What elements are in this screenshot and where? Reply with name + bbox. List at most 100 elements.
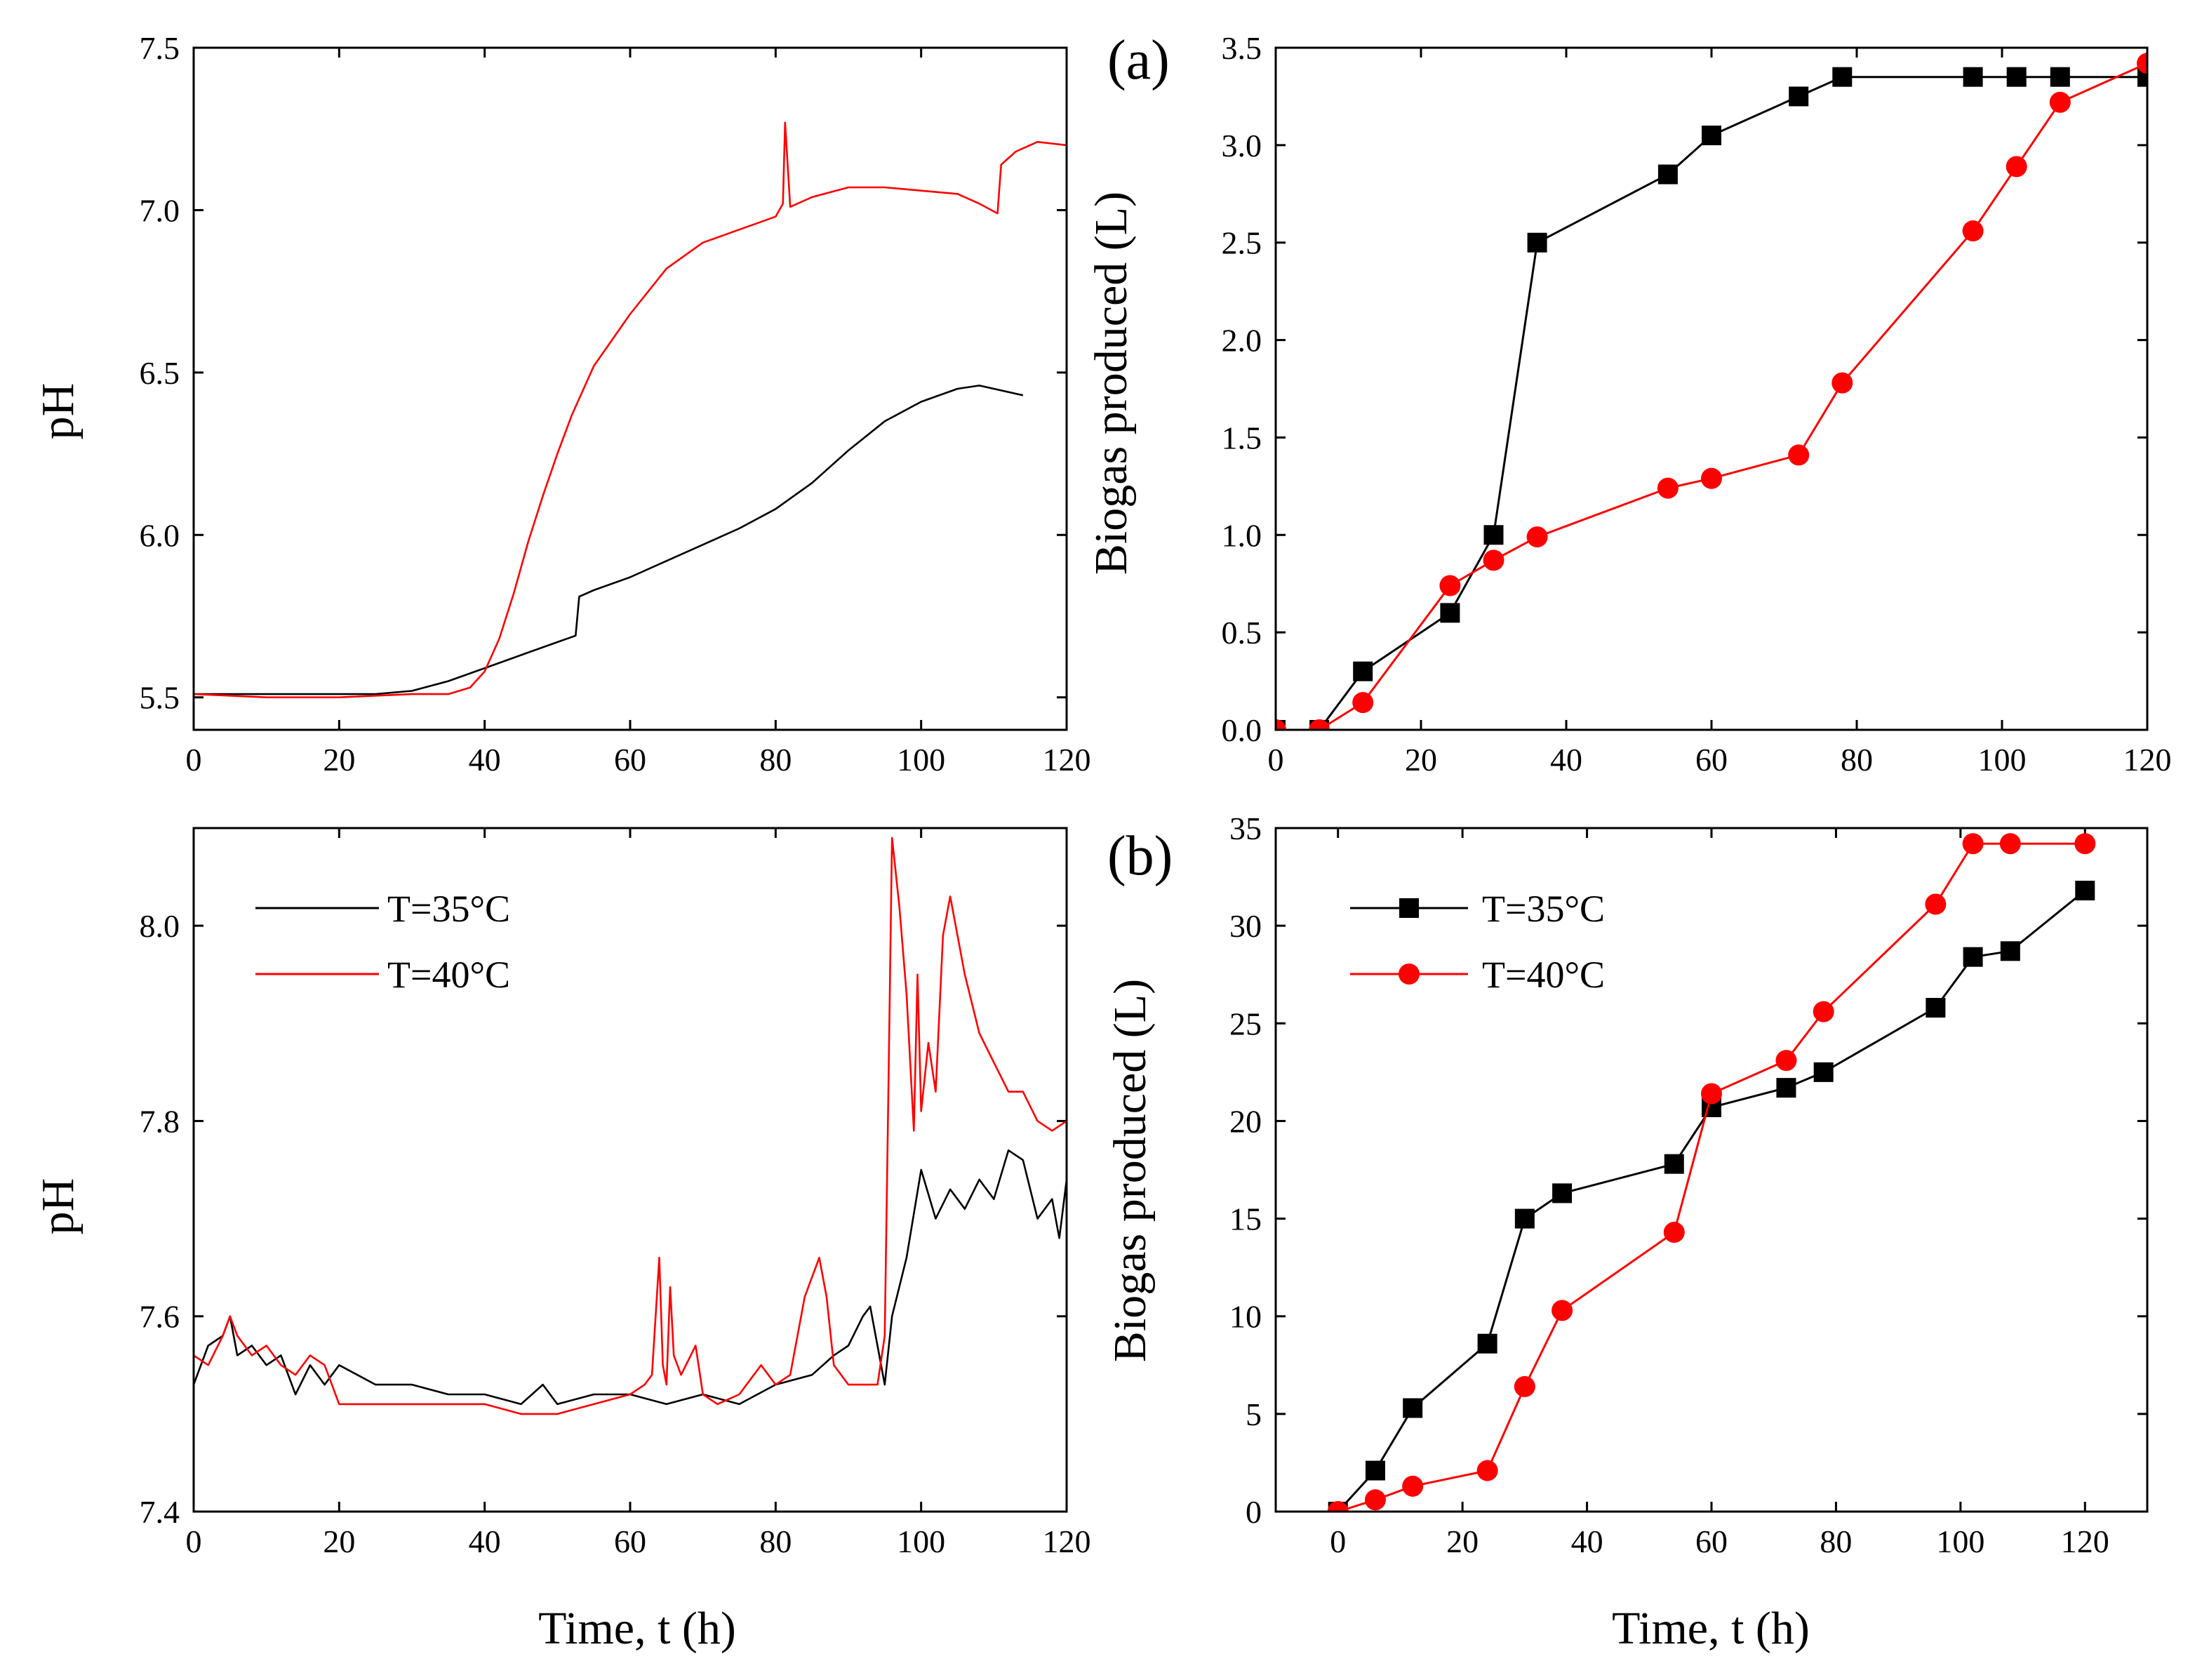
panel-label-a: (a) bbox=[1107, 29, 1170, 91]
y-tick-label: 7.6 bbox=[140, 1299, 180, 1335]
y-tick-label: 25 bbox=[1229, 1006, 1262, 1041]
y-tick-label: 3.0 bbox=[1222, 128, 1262, 164]
y-tick-label: 30 bbox=[1229, 908, 1262, 944]
data-point-40c bbox=[1663, 1222, 1685, 1244]
legend-marker-35 bbox=[1399, 898, 1419, 918]
ph-chart-a: pH 0 20 40 60 80 100 120 5.5 6.0 6.5 7.0 7.5 bbox=[32, 30, 1091, 778]
y-tick-label: 5 bbox=[1246, 1396, 1262, 1432]
x-tick-label: 80 bbox=[1820, 1524, 1852, 1559]
y-tick-label: 8.0 bbox=[140, 908, 180, 944]
x-tick-label: 100 bbox=[897, 1524, 945, 1559]
x-tick-label: 100 bbox=[1936, 1524, 1984, 1559]
data-point-35c bbox=[1477, 1333, 1497, 1354]
data-point-40c bbox=[1925, 893, 1947, 915]
x-tick-label: 120 bbox=[2123, 742, 2172, 778]
y-tick-label: 20 bbox=[1229, 1103, 1262, 1139]
plot-area bbox=[1276, 53, 2147, 730]
data-point-35c bbox=[1702, 125, 1721, 145]
x-tick-label: 20 bbox=[323, 742, 355, 778]
y-axis-label: Biogas produced (L) bbox=[1105, 979, 1156, 1362]
data-point-40c bbox=[2137, 53, 2147, 74]
y-tick-label: 35 bbox=[1229, 811, 1262, 846]
data-point-35c bbox=[1776, 1078, 1796, 1098]
x-tick-label: 60 bbox=[614, 742, 646, 778]
x-tick-label: 0 bbox=[186, 1524, 202, 1559]
data-point-40c bbox=[1831, 372, 1853, 394]
x-tick-label: 100 bbox=[897, 742, 945, 778]
legend-label-40: T=40°C bbox=[387, 954, 510, 996]
x-tick-label: 40 bbox=[469, 1524, 501, 1559]
x-tick-label: 0 bbox=[1268, 742, 1284, 778]
x-tick-label: 40 bbox=[469, 742, 501, 778]
data-point-35c bbox=[1514, 1208, 1535, 1229]
data-point-40c bbox=[1327, 1501, 1349, 1512]
biogas-chart-a: Biogas produced (L) (a) 0 20 40 60 80 100 120 0… bbox=[1086, 29, 2172, 778]
x-tick-label: 100 bbox=[1978, 742, 2027, 778]
y-axis-label: pH bbox=[32, 383, 84, 440]
plot-area bbox=[194, 836, 1067, 1415]
data-point-35c bbox=[1365, 1460, 1385, 1481]
ph-chart-b: pH Time, t (h) T=35°C T=40°C 0 20 40 60 80 10… bbox=[32, 827, 1091, 1654]
x-tick-label: 60 bbox=[1695, 742, 1728, 778]
series-line-40c bbox=[194, 121, 1067, 699]
data-point-40c bbox=[1476, 1460, 1498, 1481]
biogas-chart-b: Biogas produced (L) Time, t (h) (b) T=35… bbox=[1105, 811, 2149, 1654]
plot-area bbox=[1327, 833, 2096, 1512]
y-tick-label: 5.5 bbox=[140, 680, 180, 716]
y-tick-label: 1.0 bbox=[1222, 517, 1262, 553]
data-point-35c bbox=[2050, 67, 2070, 87]
x-tick-label: 80 bbox=[759, 1524, 792, 1559]
plot-frame bbox=[1274, 827, 2149, 1513]
data-point-40c bbox=[1439, 575, 1461, 596]
data-point-40c bbox=[1962, 220, 1984, 242]
x-tick-label: 0 bbox=[1330, 1524, 1346, 1559]
data-point-35c bbox=[1353, 661, 1373, 681]
x-tick-label: 120 bbox=[1043, 1524, 1091, 1559]
x-tick-label: 80 bbox=[759, 742, 792, 778]
series-line-40c bbox=[194, 836, 1067, 1415]
data-point-40c bbox=[1657, 477, 1679, 499]
data-point-40c bbox=[1352, 692, 1374, 714]
y-tick-label: 2.0 bbox=[1222, 323, 1262, 359]
y-axis-label: Biogas produced (L) bbox=[1086, 192, 1137, 575]
legend-label-35: T=35°C bbox=[1482, 888, 1605, 930]
y-tick-label: 0.5 bbox=[1222, 615, 1262, 651]
x-tick-label: 40 bbox=[1571, 1524, 1603, 1559]
data-point-35c bbox=[1813, 1062, 1834, 1082]
data-point-40c bbox=[1999, 833, 2021, 855]
data-point-40c bbox=[1813, 1001, 1834, 1022]
data-point-35c bbox=[1440, 603, 1460, 623]
y-tick-label: 15 bbox=[1229, 1201, 1262, 1237]
series-line-40c bbox=[1337, 842, 2086, 1512]
data-point-40c bbox=[1775, 1050, 1797, 1072]
data-point-35c bbox=[1789, 86, 1809, 107]
data-point-35c bbox=[1527, 232, 1547, 253]
x-tick-label: 120 bbox=[2061, 1524, 2109, 1559]
x-tick-label: 20 bbox=[1446, 1524, 1479, 1559]
y-tick-label: 6.0 bbox=[140, 517, 180, 553]
y-tick-label: 7.5 bbox=[140, 30, 180, 66]
x-tick-label: 20 bbox=[1405, 742, 1437, 778]
series-line-35c bbox=[194, 385, 1024, 695]
data-point-40c bbox=[1701, 467, 1722, 489]
plot-area bbox=[194, 121, 1067, 699]
y-tick-label: 0 bbox=[1246, 1494, 1262, 1530]
x-tick-label: 60 bbox=[1695, 1524, 1728, 1559]
y-axis-label: pH bbox=[32, 1178, 84, 1235]
legend-marker-40 bbox=[1399, 964, 1420, 985]
y-tick-label: 0.0 bbox=[1222, 712, 1262, 748]
data-point-35c bbox=[1926, 998, 1946, 1018]
y-tick-label: 2.5 bbox=[1222, 225, 1262, 261]
x-tick-label: 80 bbox=[1841, 742, 1873, 778]
legend-label-40: T=40°C bbox=[1482, 954, 1605, 996]
data-point-40c bbox=[1788, 444, 1810, 466]
data-point-35c bbox=[2075, 881, 2095, 901]
y-tick-label: 6.5 bbox=[140, 355, 180, 391]
y-tick-label: 10 bbox=[1229, 1299, 1262, 1335]
data-point-40c bbox=[1309, 719, 1330, 730]
data-point-40c bbox=[1526, 526, 1548, 548]
data-point-40c bbox=[2006, 156, 2027, 178]
x-tick-label: 40 bbox=[1550, 742, 1582, 778]
